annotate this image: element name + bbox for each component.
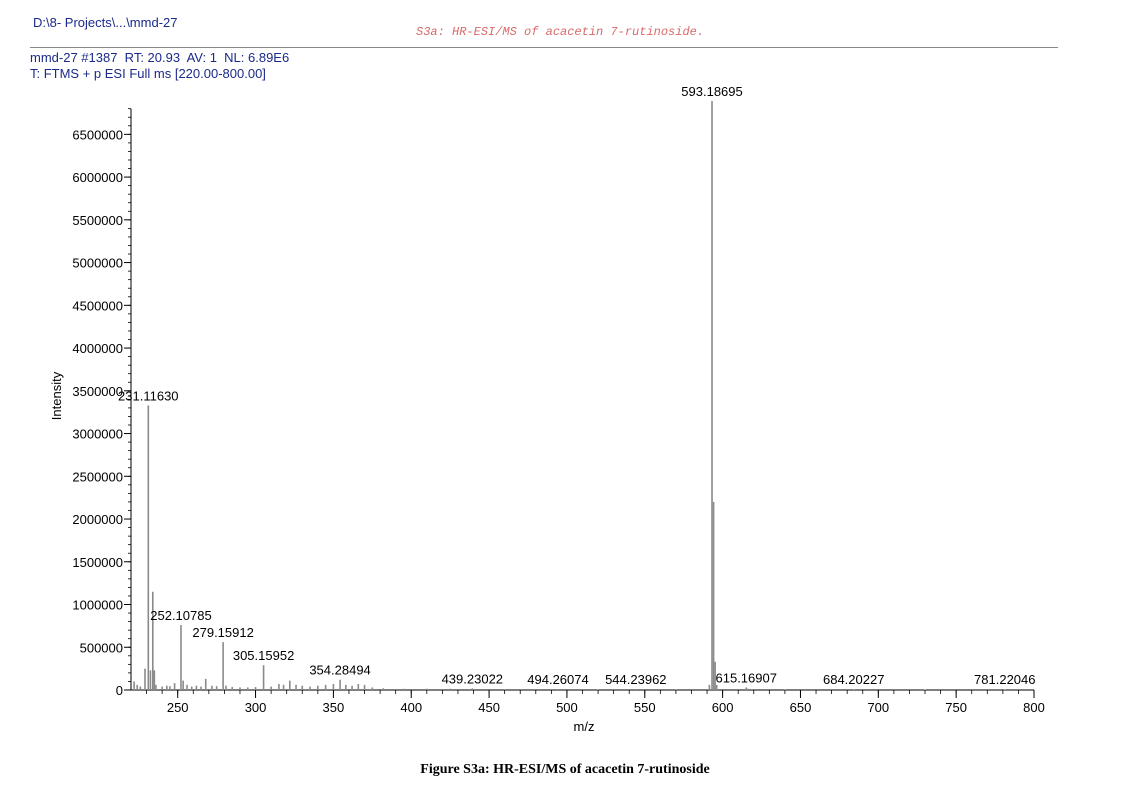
peak-label: 544.23962 — [605, 672, 666, 687]
x-tick-label: 500 — [556, 700, 578, 715]
filter-info: T: FTMS + p ESI Full ms [220.00-800.00] — [30, 66, 266, 81]
x-tick-label: 700 — [867, 700, 889, 715]
x-axis: 250 300 350 400 450 500 550 600 650 700 750 800 — [131, 689, 1045, 715]
header-divider — [30, 47, 1058, 48]
y-tick-label: 4000000 — [72, 341, 123, 356]
y-tick-label: 6500000 — [72, 127, 123, 142]
x-tick-label: 800 — [1023, 700, 1045, 715]
y-axis-label: Intensity — [49, 371, 64, 420]
y-tick-label: 0 — [116, 683, 123, 698]
x-tick-label: 750 — [945, 700, 967, 715]
peak-label: 279.15912 — [192, 625, 253, 640]
x-tick-label: 450 — [478, 700, 500, 715]
x-tick-label: 650 — [790, 700, 812, 715]
y-tick-label: 2000000 — [72, 512, 123, 527]
y-tick-label: 5500000 — [72, 213, 123, 228]
x-tick-label: 250 — [167, 700, 189, 715]
x-tick-label: 550 — [634, 700, 656, 715]
peak-label: 593.18695 — [681, 84, 742, 99]
peak-label: 494.26074 — [527, 672, 588, 687]
peak-label: 781.22046 — [974, 672, 1035, 687]
x-tick-label: 350 — [323, 700, 345, 715]
peak-series — [133, 101, 1006, 690]
y-axis: 0 500000 1000000 1500000 2000000 2500000 30000… — [72, 108, 132, 698]
peak-label: 305.15952 — [233, 648, 294, 663]
peak-label: 439.23022 — [442, 671, 503, 686]
x-tick-label: 600 — [712, 700, 734, 715]
y-tick-label: 2500000 — [72, 469, 123, 484]
peak-label: 684.20227 — [823, 672, 884, 687]
x-axis-label: m/z — [574, 719, 595, 734]
file-path: D:\8- Projects\...\mmd-27 — [33, 15, 178, 30]
x-tick-label: 300 — [245, 700, 267, 715]
scan-info: mmd-27 #1387 RT: 20.93 AV: 1 NL: 6.89E6 — [30, 50, 290, 65]
peak-label: 354.28494 — [309, 663, 370, 678]
figure-caption: Figure S3a: HR-ESI/MS of acacetin 7-ruti… — [420, 762, 710, 777]
spectrum-stamp: S3a: HR-ESI/MS of acacetin 7-rutinoside. — [416, 25, 705, 39]
y-tick-label: 4500000 — [72, 298, 123, 313]
peak-label: 615.16907 — [716, 670, 777, 685]
peak-labels: 231.11630 252.10785 279.15912 305.15952 354.… — [118, 84, 1035, 687]
y-tick-label: 6000000 — [72, 170, 123, 185]
y-tick-label: 1000000 — [72, 598, 123, 613]
y-tick-label: 3500000 — [72, 384, 123, 399]
x-tick-label: 400 — [400, 700, 422, 715]
peak-label: 231.11630 — [118, 388, 179, 403]
y-tick-label: 1500000 — [72, 555, 123, 570]
y-tick-label: 3000000 — [72, 427, 123, 442]
y-tick-label: 500000 — [80, 640, 123, 655]
peak-label: 252.10785 — [150, 608, 211, 623]
y-tick-label: 5000000 — [72, 256, 123, 271]
